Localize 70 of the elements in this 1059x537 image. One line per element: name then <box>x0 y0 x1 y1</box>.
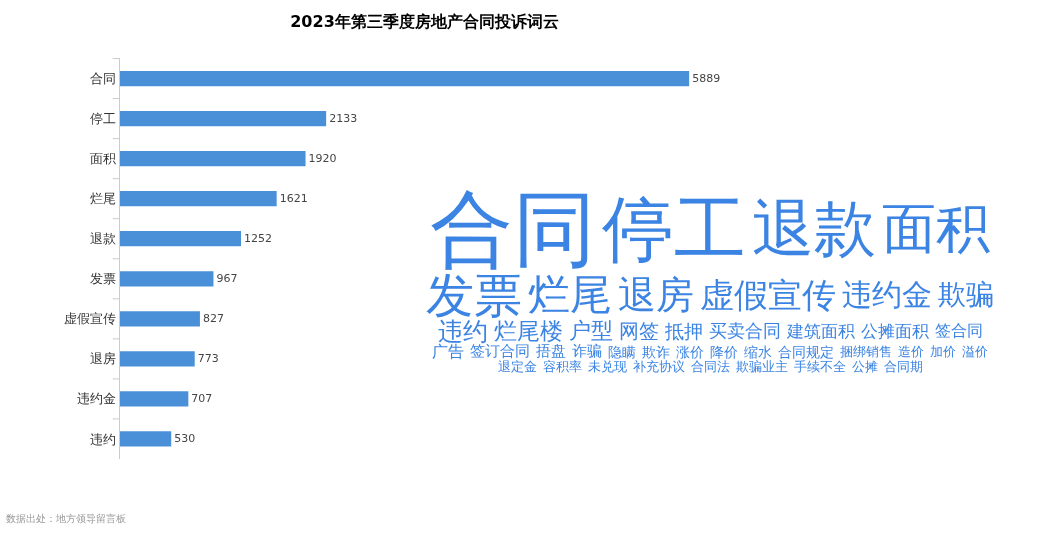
bar <box>120 110 327 127</box>
annotation: 签订合同 <box>470 342 530 360</box>
bar <box>120 431 172 447</box>
text: 合同期 <box>883 358 923 374</box>
bar <box>120 70 690 87</box>
annotation: 未兑现 <box>587 358 627 374</box>
text: 合同规定 <box>778 343 834 360</box>
text: 溢价 <box>962 344 988 359</box>
data-label: 5889 <box>692 72 721 86</box>
bar <box>120 391 189 407</box>
annotation: 烂尾 <box>528 269 612 319</box>
y-tick-label: 停工 <box>90 111 117 127</box>
text: 缩水 <box>744 343 772 360</box>
text: 违约金 <box>842 276 932 312</box>
text: 公摊面积 <box>860 320 929 341</box>
text: 手续不全 <box>793 358 846 374</box>
annotation: 诈骗 <box>572 342 602 360</box>
text: 公摊 <box>851 358 878 374</box>
annotation: 补充协议 <box>632 358 685 374</box>
y-tick-label: 虚假宣传 <box>64 311 117 327</box>
data-label: 967 <box>216 272 238 286</box>
annotation: 涨价 <box>676 343 704 360</box>
chart-title: 2023年第三季度房地产合同投诉词云 <box>290 12 559 32</box>
bar <box>120 151 306 167</box>
text: 虚假宣传 <box>700 274 836 315</box>
text: 建筑面积 <box>786 320 855 341</box>
bar <box>120 231 241 247</box>
text: 数据出处：地方领导留言板 <box>6 513 126 524</box>
y-tick-label: 合同 <box>90 71 117 87</box>
text: 欺骗业主 <box>735 358 788 374</box>
y-tick-label: 违约 <box>90 431 117 447</box>
data-label: 1621 <box>279 192 308 206</box>
annotation: 容积率 <box>542 358 582 374</box>
text: 合同法 <box>690 358 730 374</box>
annotation: 隐瞒 <box>608 343 636 360</box>
y-tick-label: 发票 <box>90 271 117 287</box>
annotation: 退房 <box>618 272 694 317</box>
data-label: 530 <box>174 432 196 446</box>
annotation: 退定金 <box>497 358 537 374</box>
bar <box>120 311 200 327</box>
data-label: 773 <box>197 352 219 366</box>
annotation: 烂尾楼 <box>493 317 563 344</box>
data-label: 827 <box>202 312 224 326</box>
annotation: 停工 <box>602 187 746 271</box>
y-tick-label: 违约金 <box>77 391 117 407</box>
y-tick-label: 退房 <box>90 351 117 367</box>
annotation: 户型 <box>568 318 613 343</box>
data-label: 707 <box>191 392 213 406</box>
text: 退款 <box>752 192 876 265</box>
annotation: 抵押 <box>664 319 703 342</box>
data-label: 1252 <box>244 232 272 246</box>
annotation: 网签 <box>618 319 659 343</box>
y-tick-label: 面积 <box>90 151 117 167</box>
bar <box>120 351 195 367</box>
data-label: 2133 <box>329 112 358 126</box>
bar <box>120 191 277 207</box>
text: 欺骗 <box>938 277 994 311</box>
y-tick-label: 退款 <box>90 231 117 247</box>
annotation: 捂盘 <box>536 342 566 360</box>
annotation: 欺诈 <box>642 343 670 360</box>
text: 加价 <box>930 344 956 359</box>
text: 面积 <box>882 197 990 260</box>
text: 买卖合同 <box>708 320 781 341</box>
y-tick-label: 烂尾 <box>90 191 117 207</box>
text: 签合同 <box>934 321 983 340</box>
bar <box>120 271 214 287</box>
text: 捆绑销售 <box>840 344 892 359</box>
text: 造价 <box>898 344 924 359</box>
data-label: 1920 <box>308 152 337 166</box>
text: 降价 <box>710 343 738 360</box>
